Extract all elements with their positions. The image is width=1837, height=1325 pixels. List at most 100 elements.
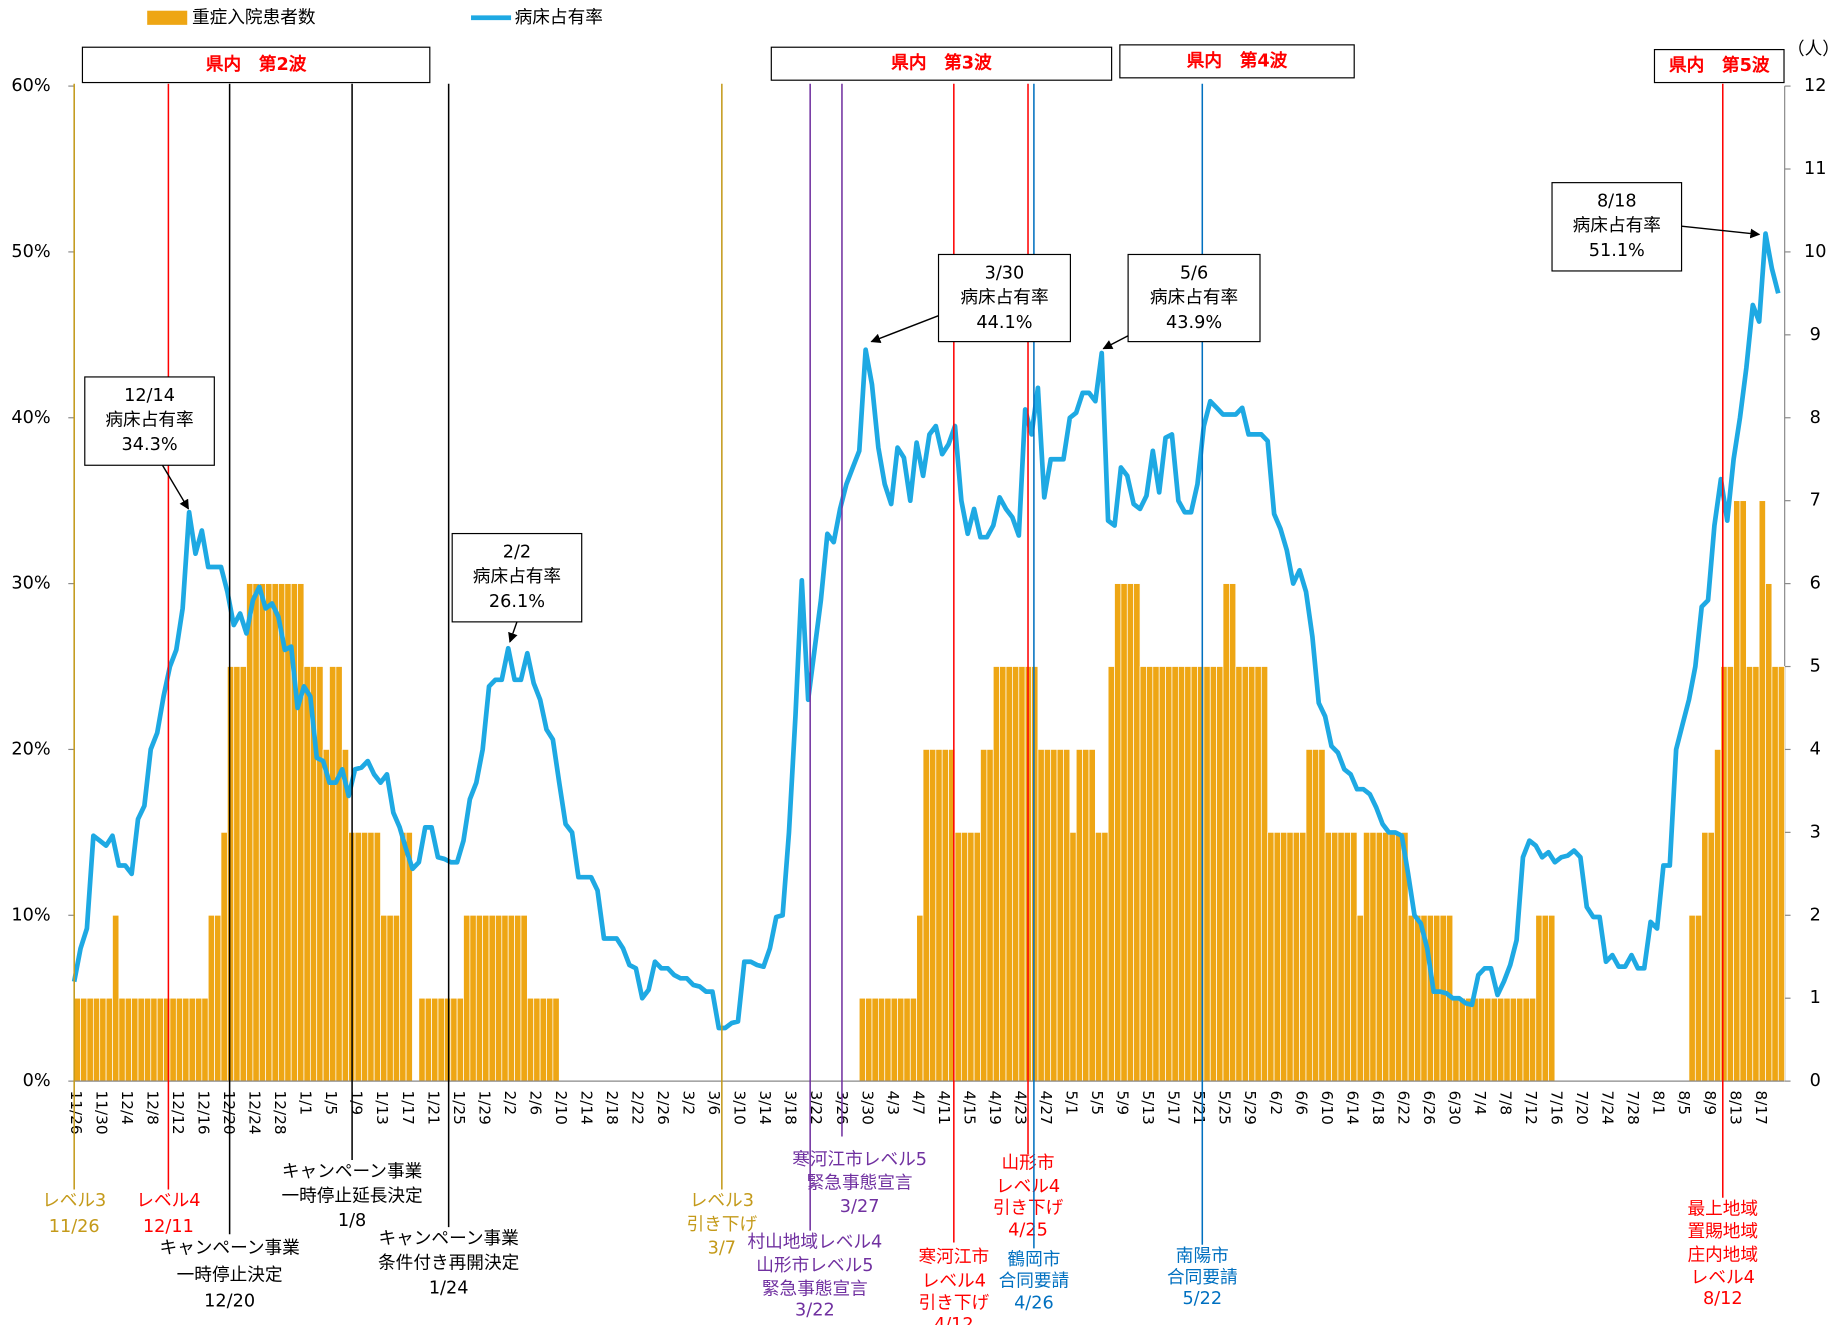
x-tick-label: 5/9 <box>1114 1091 1132 1116</box>
x-tick-label: 1/5 <box>322 1091 340 1116</box>
bar <box>188 997 196 1082</box>
x-tick-label: 7/12 <box>1522 1091 1540 1125</box>
callout-box <box>1127 253 1261 343</box>
bar <box>1063 749 1071 1082</box>
event-label: 1/24 <box>429 1278 469 1298</box>
x-tick-label: 12/16 <box>195 1091 213 1135</box>
event-label: レベル4 <box>922 1271 986 1291</box>
bar <box>386 914 394 1082</box>
event-label: キャンペーン事業 <box>159 1237 300 1258</box>
bar <box>1382 832 1390 1082</box>
bar <box>144 997 152 1082</box>
bar <box>941 749 949 1082</box>
event-label: 3/22 <box>795 1301 835 1321</box>
bar <box>1107 666 1115 1082</box>
bar <box>1318 749 1326 1082</box>
x-tick-label: 3/18 <box>782 1091 800 1125</box>
x-tick-label: 4/15 <box>960 1091 978 1125</box>
callout-value: 51.1% <box>1589 241 1645 261</box>
x-tick-label: 4/23 <box>1011 1091 1029 1125</box>
x-tick-label: 1/21 <box>424 1091 442 1125</box>
legend-label: 重症入院患者数 <box>192 7 316 28</box>
bar <box>214 914 222 1082</box>
bar <box>539 997 547 1082</box>
x-tick-label: 4/19 <box>986 1091 1004 1125</box>
x-tick-label: 11/30 <box>92 1091 110 1135</box>
bar <box>992 666 1000 1082</box>
bar <box>1018 666 1026 1082</box>
event-label: 一時停止延長決定 <box>281 1186 422 1207</box>
bar <box>418 997 426 1082</box>
bar <box>1146 666 1154 1082</box>
bar <box>1694 914 1703 1082</box>
bar <box>903 997 911 1082</box>
x-tick-label: 3/6 <box>705 1091 723 1116</box>
bar <box>1350 832 1358 1082</box>
x-tick-label: 1/9 <box>348 1091 366 1116</box>
bar <box>1541 914 1549 1082</box>
bar <box>175 997 184 1082</box>
x-tick-label: 1/1 <box>297 1091 315 1116</box>
bar <box>1324 832 1332 1082</box>
bar <box>1701 832 1709 1082</box>
bar <box>1043 749 1052 1082</box>
bar <box>501 914 509 1082</box>
bar <box>252 583 260 1082</box>
bar <box>278 583 286 1082</box>
bar <box>1254 666 1262 1082</box>
y2-tick-label: 11 <box>1804 159 1826 179</box>
wave-box <box>1119 44 1355 79</box>
event-label: 12/11 <box>143 1217 194 1237</box>
x-tick-label: 1/13 <box>373 1091 391 1125</box>
callout-arrow <box>1102 335 1129 350</box>
x-tick-label: 3/22 <box>807 1091 825 1125</box>
bar <box>1439 914 1447 1082</box>
x-tick-label: 4/7 <box>909 1091 927 1116</box>
bar <box>329 666 337 1082</box>
bar <box>1363 832 1371 1082</box>
bar <box>495 914 503 1082</box>
y2-tick-label: 12 <box>1804 76 1826 96</box>
wave-label: 県内 第5波 <box>1669 54 1770 76</box>
y2-tick-label: 10 <box>1804 242 1826 262</box>
event-label: 南陽市 <box>1176 1246 1229 1267</box>
bar <box>1356 914 1364 1082</box>
bar <box>367 832 375 1082</box>
x-tick-label: 6/26 <box>1420 1091 1438 1125</box>
event-label: レベル4 <box>996 1177 1060 1197</box>
event-label: 条件付き再開決定 <box>378 1253 519 1274</box>
event-label: キャンペーン事業 <box>378 1228 519 1249</box>
x-tick-label: 6/10 <box>1318 1091 1336 1125</box>
x-tick-label: 6/30 <box>1445 1091 1463 1125</box>
wave-label: 県内 第2波 <box>206 53 307 75</box>
y2-tick-label: 7 <box>1810 491 1821 511</box>
bar <box>112 914 120 1082</box>
bar <box>1516 997 1524 1082</box>
bar <box>1733 500 1741 1082</box>
bar <box>239 666 247 1082</box>
bar <box>201 997 209 1082</box>
bar <box>1509 997 1517 1082</box>
bar <box>380 914 388 1082</box>
bar <box>1158 666 1166 1082</box>
x-tick-label: 6/22 <box>1394 1091 1412 1125</box>
y2-tick-label: 5 <box>1810 657 1821 677</box>
bar <box>271 583 279 1082</box>
y-tick-label: 40% <box>11 408 50 428</box>
bar <box>1037 749 1045 1082</box>
callout-label: 病床占有率 <box>1573 215 1661 236</box>
bar <box>865 997 873 1082</box>
bar <box>246 583 254 1082</box>
callout-label: 病床占有率 <box>473 566 561 587</box>
event-label: 3/27 <box>840 1197 880 1217</box>
bar <box>1548 914 1556 1082</box>
event-label: 鶴岡市 <box>1007 1249 1060 1270</box>
event-label: 4/26 <box>1014 1294 1054 1314</box>
bar <box>1312 749 1320 1082</box>
bar <box>1177 666 1186 1082</box>
y2-tick-label: 9 <box>1810 325 1821 345</box>
bar <box>533 997 541 1082</box>
bar <box>546 997 554 1082</box>
bar <box>80 997 88 1082</box>
